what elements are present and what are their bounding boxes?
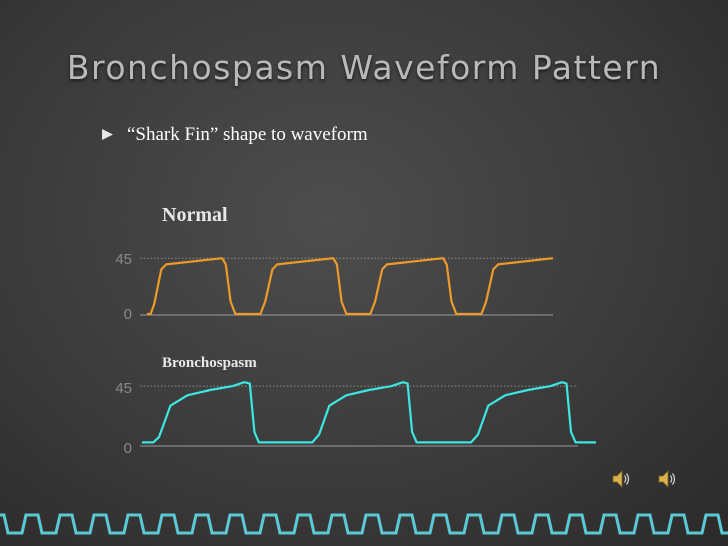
normal-ytick-0: 0 (123, 306, 132, 323)
slide-title: Bronchospasm Waveform Pattern (66, 48, 662, 87)
bullet-square-icon (102, 124, 113, 146)
bronchospasm-chart (140, 381, 596, 447)
bronch-ytick-45: 45 (115, 380, 132, 397)
normal-ytick-45: 45 (115, 251, 132, 268)
bullet-text: “Shark Fin” shape to waveform (127, 124, 368, 145)
waveform-line (142, 381, 596, 444)
bronch-ytick-0: 0 (123, 440, 132, 457)
normal-chart (140, 257, 554, 316)
footer-wave-decoration (0, 513, 728, 535)
normal-chart-title: Normal (162, 204, 228, 226)
speaker-icon[interactable] (610, 468, 632, 490)
bullet-item: “Shark Fin” shape to waveform (102, 124, 368, 146)
speaker-icon[interactable] (656, 468, 678, 490)
waveform-line (147, 257, 554, 316)
bronchospasm-chart-title: Bronchospasm (162, 355, 257, 371)
